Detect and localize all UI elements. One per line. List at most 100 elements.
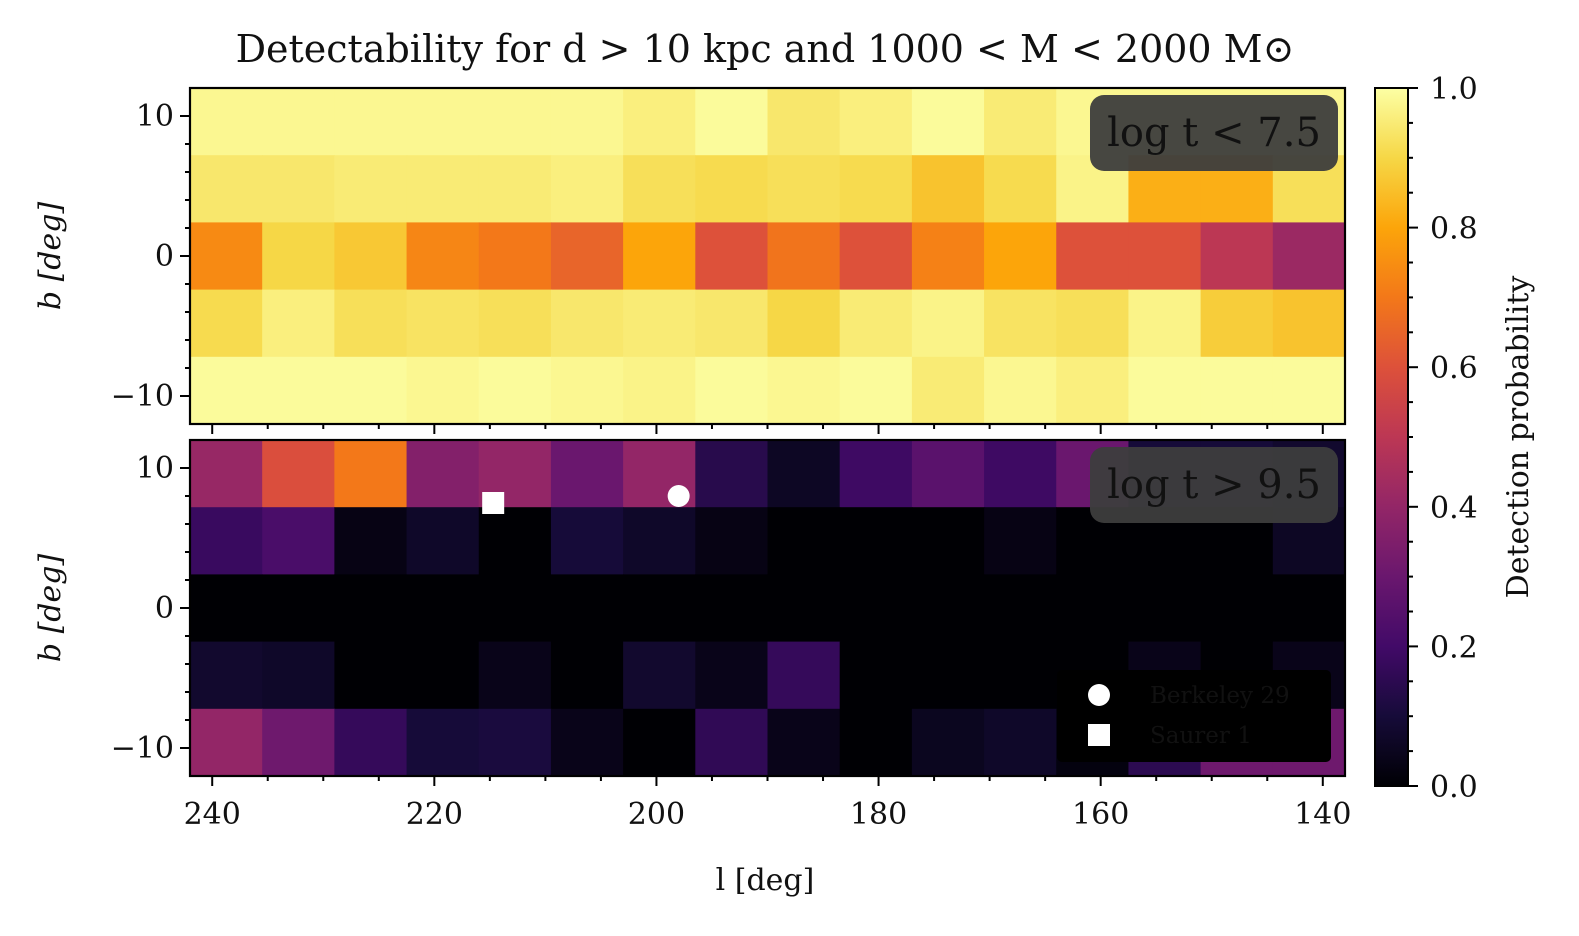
legend-square-icon (1088, 724, 1110, 746)
heatmap-cell (550, 155, 624, 223)
heatmap-cell (1200, 289, 1274, 358)
heatmap-cell (1200, 356, 1274, 425)
panel-label-badge: log t > 9.5 (1090, 447, 1338, 523)
heatmap-cell (478, 641, 552, 710)
heatmap-cell (334, 507, 408, 575)
heatmap-cell (478, 88, 552, 156)
heatmap-cell (190, 222, 263, 291)
heatmap-cell (767, 507, 841, 575)
heatmap-cell (550, 574, 624, 643)
heatmap-cell (767, 155, 841, 223)
heatmap-cell (695, 708, 769, 777)
heatmap-cell (984, 155, 1057, 223)
y-tick-label: −10 (111, 731, 174, 766)
heatmap-cell (839, 574, 913, 643)
y-tick-label: 0 (155, 239, 174, 274)
heatmap-cell (478, 708, 552, 777)
heatmap-cell (550, 440, 624, 508)
heatmap-cell (839, 88, 913, 156)
heatmap-cell (406, 641, 480, 710)
heatmap-cell (1128, 222, 1202, 291)
heatmap-cell (911, 641, 985, 710)
heatmap-cell (406, 222, 480, 291)
heatmap-cell (190, 356, 263, 425)
heatmap-cell (190, 708, 263, 777)
heatmap-cell (478, 289, 552, 358)
heatmap-cell (911, 708, 985, 777)
legend-entry-label: Saurer 1 (1150, 723, 1252, 749)
heatmap-cell (262, 641, 335, 710)
heatmap-cell (262, 356, 335, 425)
heatmap-cell (334, 708, 408, 777)
heatmap-cell (911, 356, 985, 425)
y-axis-label: b [deg] (33, 554, 68, 663)
y-tick-label: 0 (155, 591, 174, 626)
heatmap-cell (839, 222, 913, 291)
heatmap-cell (984, 289, 1057, 358)
colorbar: 0.0 0.2 0.4 0.6 0.8 1.0 Detection probability (1374, 72, 1536, 805)
heatmap-cell (695, 222, 769, 291)
heatmap-cell (1200, 222, 1274, 291)
heatmap-cell (1056, 356, 1130, 425)
heatmap-cell (550, 222, 624, 291)
heatmap-cell (1056, 222, 1130, 291)
heatmap-cell (984, 222, 1057, 291)
heatmap-cell (478, 222, 552, 291)
heatmap-cell (406, 440, 480, 508)
heatmap-cell (406, 507, 480, 575)
heatmap-cell (262, 574, 335, 643)
heatmap-cell (406, 574, 480, 643)
x-axis-label: l [deg] (716, 863, 815, 898)
heatmap-cell (984, 440, 1057, 508)
heatmap-cell (1200, 574, 1274, 643)
heatmap-cell (334, 222, 408, 291)
heatmap-cell (767, 356, 841, 425)
panel-young: −10 0 10 log t < 7.5 b [deg] (33, 86, 1347, 434)
heatmap-cell (767, 440, 841, 508)
heatmap-cell (262, 708, 335, 777)
heatmap-cell (1128, 289, 1202, 358)
panel-label-badge: log t < 7.5 (1090, 95, 1338, 171)
heatmap-cell (767, 222, 841, 291)
heatmap-cell (190, 155, 263, 223)
y-tick-label: −10 (111, 379, 174, 414)
heatmap-cell (262, 222, 335, 291)
heatmap-cell (767, 574, 841, 643)
heatmap-cell (262, 88, 335, 156)
heatmap-cell (695, 574, 769, 643)
heatmap-cell (767, 641, 841, 710)
colorbar-label: Detection probability (1501, 276, 1536, 599)
heatmap-cell (984, 356, 1057, 425)
heatmap-cell (334, 88, 408, 156)
heatmap-cell (1128, 356, 1202, 425)
heatmap-cell (406, 88, 480, 156)
x-tick-label: 240 (184, 797, 241, 832)
heatmap-cell (406, 708, 480, 777)
heatmap-cell (334, 574, 408, 643)
heatmap-cell (623, 356, 696, 425)
heatmap-cell (406, 356, 480, 425)
heatmap-cell (984, 88, 1057, 156)
panel-old: Berkeley 29 Saurer 1 240 220 200 180 160 140 −… (33, 438, 1351, 898)
heatmap-cell (1056, 574, 1130, 643)
figure-title: Detectability for d > 10 kpc and 1000 < … (236, 27, 1295, 71)
x-tick-label: 160 (1072, 797, 1129, 832)
colorbar-tick-label: 0.8 (1430, 212, 1478, 247)
heatmap-cell (623, 155, 696, 223)
colorbar-tick-label: 0.2 (1430, 630, 1478, 665)
marker-legend: Berkeley 29 Saurer 1 (1057, 670, 1331, 762)
heatmap-cell (190, 289, 263, 358)
heatmap-cell (1272, 289, 1346, 358)
heatmap-cell (334, 289, 408, 358)
heatmap-cell (1056, 289, 1130, 358)
heatmap-cell (623, 88, 696, 156)
heatmap-cell (262, 289, 335, 358)
heatmap-cell (839, 641, 913, 710)
heatmap-cell (262, 507, 335, 575)
heatmap-cell (190, 88, 263, 156)
heatmap-cell (911, 222, 985, 291)
heatmap-cell (550, 507, 624, 575)
heatmap-cell (262, 440, 335, 508)
heatmap-cell (839, 507, 913, 575)
